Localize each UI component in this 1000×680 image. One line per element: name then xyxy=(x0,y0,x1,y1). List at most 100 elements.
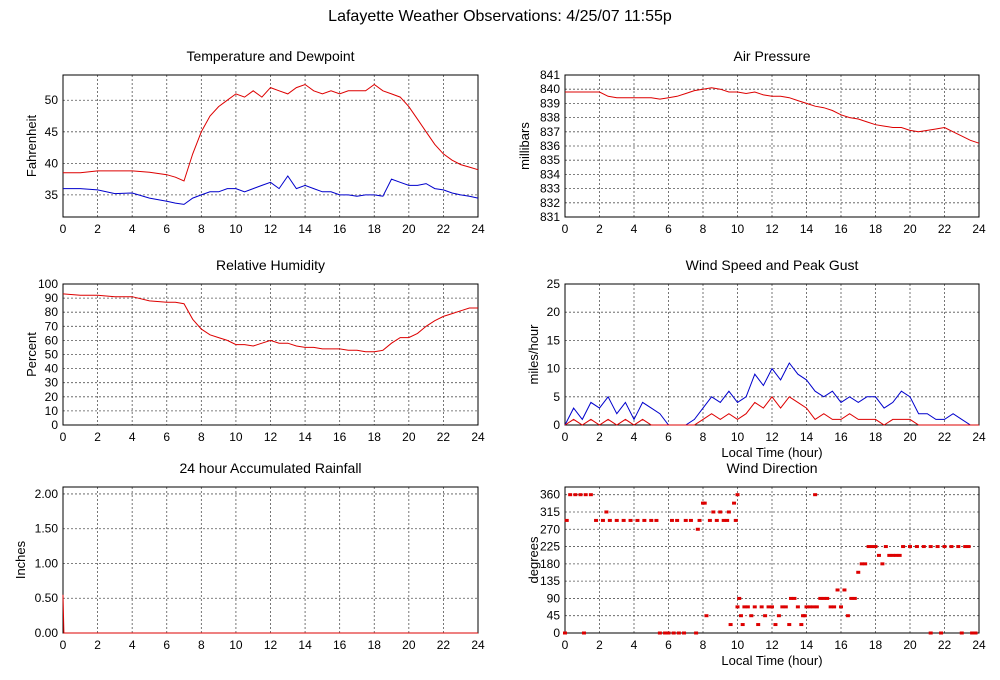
winddir-point xyxy=(581,631,586,635)
winddir-point xyxy=(873,545,878,549)
humidity-ytick-label: 0 xyxy=(51,418,58,432)
pressure-xtick-label: 14 xyxy=(800,222,814,236)
rain-ytick-label: 1.50 xyxy=(35,522,59,536)
temp-xtick-label: 6 xyxy=(163,222,170,236)
winddir-point xyxy=(745,605,750,609)
winddir-point xyxy=(711,510,716,514)
winddir-point xyxy=(859,562,864,566)
wind-ytick-label: 5 xyxy=(553,390,560,404)
rain-xtick-label: 0 xyxy=(60,638,67,652)
pressure-ytick-label: 831 xyxy=(540,210,560,224)
winddir-point xyxy=(842,588,847,592)
rain-xtick-label: 8 xyxy=(198,638,205,652)
winddir-point xyxy=(973,631,978,635)
winddir-point xyxy=(880,562,885,566)
winddir-point xyxy=(856,570,861,574)
winddir-point xyxy=(959,631,964,635)
pressure-ytick-label: 832 xyxy=(540,196,560,210)
winddir-point xyxy=(956,545,961,549)
winddir-point xyxy=(963,545,968,549)
winddir-point xyxy=(726,510,731,514)
winddir-point xyxy=(583,493,588,497)
humidity-xtick-label: 16 xyxy=(333,430,347,444)
wind-xtick-label: 4 xyxy=(631,430,638,444)
humidity-ytick-label: 10 xyxy=(45,404,59,418)
pressure-xtick-label: 0 xyxy=(562,222,569,236)
humidity-xtick-label: 10 xyxy=(229,430,243,444)
rain-xtick-label: 12 xyxy=(264,638,278,652)
humidity-xtick-label: 4 xyxy=(129,430,136,444)
humidity-plot-frame xyxy=(62,283,479,426)
winddir-point xyxy=(928,631,933,635)
winddir-ytick-label: 90 xyxy=(547,591,561,605)
humidity-xtick-label: 12 xyxy=(264,430,278,444)
humidity-xtick-label: 24 xyxy=(471,430,485,444)
wind-xtick-label: 0 xyxy=(562,430,569,444)
wind-ytick-label: 15 xyxy=(547,333,561,347)
wind-series-1-line xyxy=(564,395,979,426)
wind-xtick-label: 12 xyxy=(765,430,779,444)
winddir-point xyxy=(721,518,726,522)
humidity-xtick-label: 20 xyxy=(402,430,416,444)
winddir-point xyxy=(845,614,850,618)
wind-xtick-label: 10 xyxy=(731,430,745,444)
winddir-point xyxy=(802,614,807,618)
winddir-point xyxy=(669,518,674,522)
humidity-xtick-label: 14 xyxy=(298,430,312,444)
winddir-point xyxy=(604,510,609,514)
winddir-point xyxy=(725,518,730,522)
page-title: Lafayette Weather Observations: 4/25/07 … xyxy=(328,8,672,25)
winddir-point xyxy=(654,518,659,522)
wind-xlabel: Local Time (hour) xyxy=(721,445,822,460)
winddir-point xyxy=(732,501,737,505)
winddir-xtick-label: 6 xyxy=(665,638,672,652)
winddir-point xyxy=(635,518,640,522)
winddir-plot-frame xyxy=(564,486,980,634)
winddir-point xyxy=(714,518,719,522)
pressure-ytick-label: 834 xyxy=(540,167,560,181)
pressure-series-0-line xyxy=(565,87,980,144)
winddir-point xyxy=(573,493,578,497)
winddir-ytick-label: 135 xyxy=(540,574,560,588)
rain-xtick-label: 14 xyxy=(298,638,312,652)
temp-xtick-label: 20 xyxy=(402,222,416,236)
wind-xtick-label: 16 xyxy=(834,430,848,444)
winddir-xtick-label: 0 xyxy=(562,638,569,652)
winddir-point xyxy=(607,518,612,522)
winddir-point xyxy=(813,493,818,497)
winddir-point xyxy=(901,545,906,549)
winddir-point xyxy=(807,605,812,609)
temp-ytick-label: 40 xyxy=(45,156,59,170)
wind-xtick-label: 6 xyxy=(665,430,672,444)
rain-ytick-label: 1.00 xyxy=(35,556,59,570)
winddir-xlabel: Local Time (hour) xyxy=(721,653,822,668)
rain-xtick-label: 16 xyxy=(333,638,347,652)
winddir-point xyxy=(883,545,888,549)
winddir-point xyxy=(563,631,567,635)
winddir-point xyxy=(783,605,788,609)
wind-xtick-label: 14 xyxy=(800,430,814,444)
wind-xtick-label: 2 xyxy=(596,430,603,444)
wind-series-0-line xyxy=(564,362,979,426)
humidity-ytick-label: 50 xyxy=(45,348,59,362)
temp-xtick-label: 8 xyxy=(198,222,205,236)
winddir-ytick-label: 0 xyxy=(553,626,560,640)
pressure-xtick-label: 2 xyxy=(596,222,603,236)
pressure-xtick-label: 18 xyxy=(869,222,883,236)
winddir-point xyxy=(894,553,899,557)
winddir-ytick-label: 45 xyxy=(547,609,561,623)
rain-xtick-label: 6 xyxy=(163,638,170,652)
rain-series-0-line xyxy=(62,594,478,634)
winddir-xtick-label: 4 xyxy=(631,638,638,652)
humidity-ytick-label: 40 xyxy=(45,362,59,376)
winddir-point xyxy=(849,596,854,600)
winddir-point xyxy=(970,631,975,635)
winddir-point xyxy=(811,605,816,609)
winddir-point xyxy=(949,545,954,549)
winddir-point xyxy=(752,605,757,609)
winddir-point xyxy=(832,605,837,609)
pressure-xtick-label: 8 xyxy=(700,222,707,236)
temp-plot-frame xyxy=(62,74,479,218)
winddir-point xyxy=(568,493,573,497)
